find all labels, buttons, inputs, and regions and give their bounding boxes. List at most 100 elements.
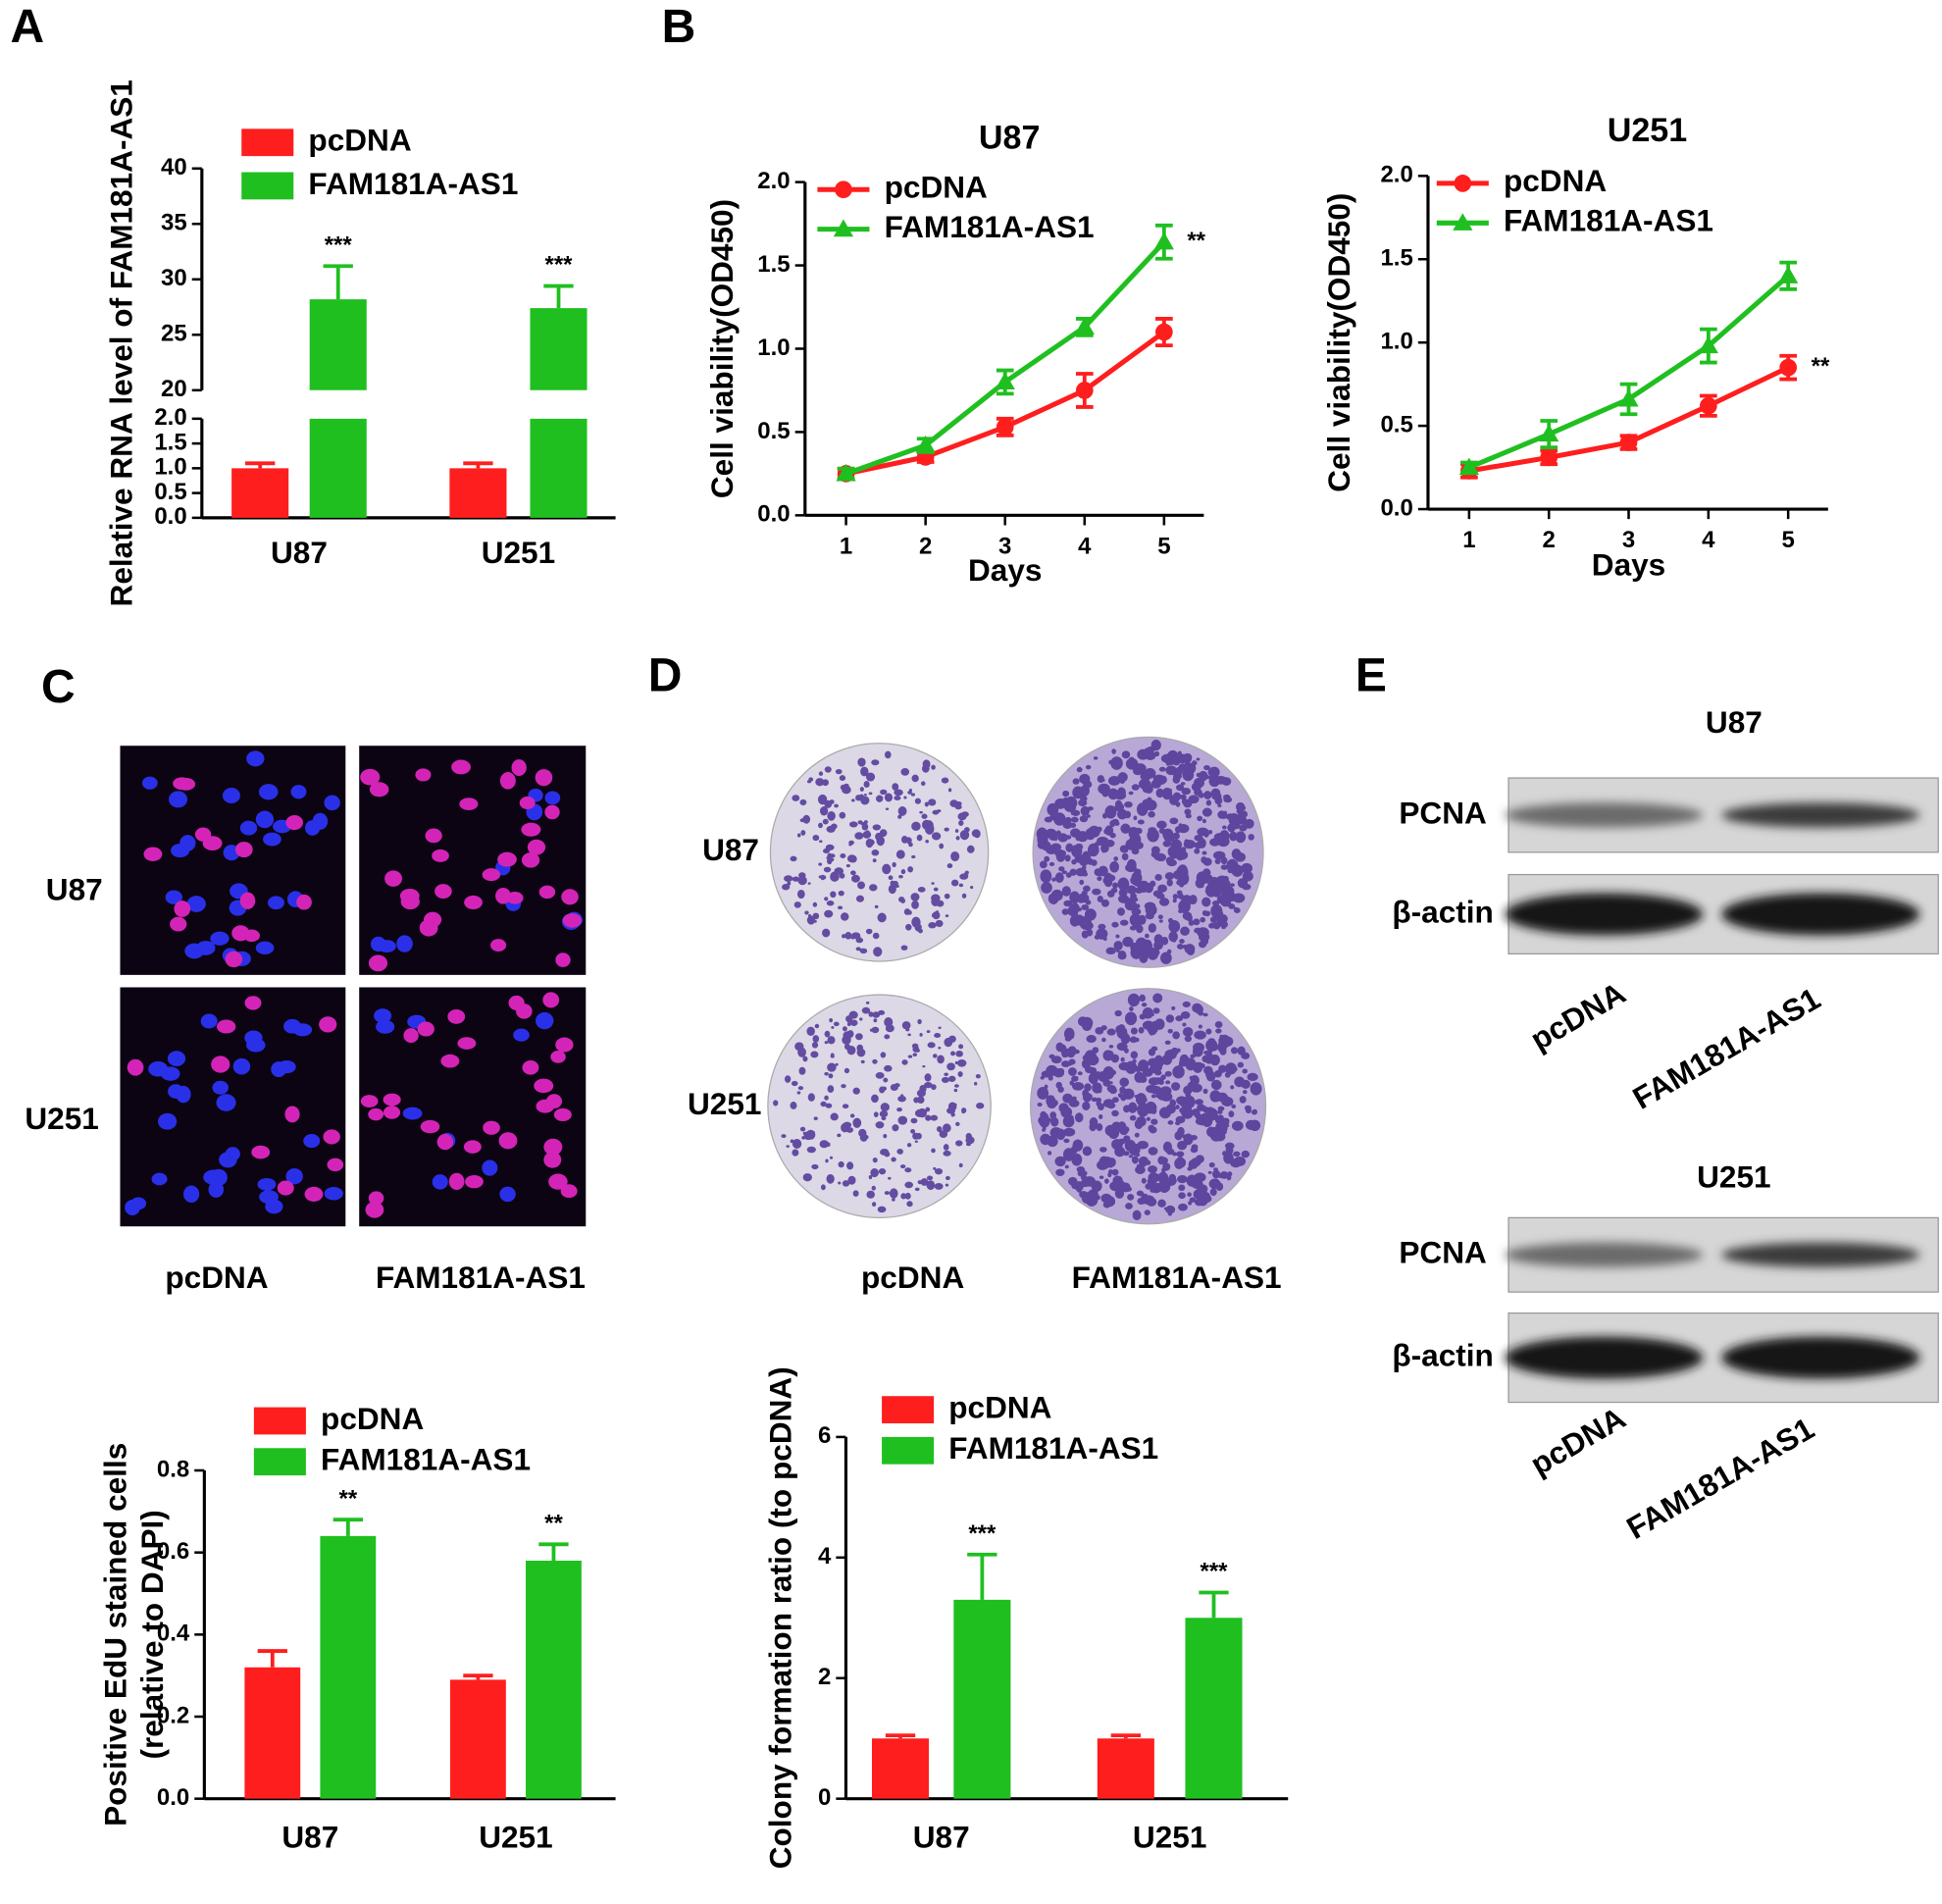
- y-tick-label: 6: [818, 1422, 831, 1449]
- y-tick-label: 1.5: [1380, 245, 1412, 272]
- blot-band: [1721, 1242, 1920, 1267]
- row-label: U251: [25, 1101, 98, 1136]
- legend-marker: [1454, 175, 1472, 192]
- panel-letter: D: [648, 650, 683, 702]
- error-bar: [967, 1552, 997, 1600]
- column-label: pcDNA: [165, 1260, 268, 1295]
- x-tick-label: 1: [1462, 527, 1475, 553]
- marker: [1540, 448, 1559, 467]
- error-bar: [257, 1649, 287, 1668]
- chart-title: U87: [979, 120, 1041, 157]
- row-label: PCNA: [1399, 795, 1486, 830]
- marker: [1155, 323, 1173, 341]
- y-tick-label: 0.4: [157, 1621, 190, 1647]
- y-axis-label: Cell viability(OD450): [704, 199, 740, 498]
- x-tick-label: U251: [479, 1820, 552, 1855]
- x-tick-label: 5: [1157, 534, 1170, 560]
- blot-band: [1721, 1336, 1920, 1379]
- panel-letter: A: [10, 1, 44, 53]
- x-tick-label: 2: [1543, 527, 1556, 553]
- blot-band: [1721, 893, 1920, 936]
- bar: [320, 1535, 377, 1799]
- legend-label: FAM181A-AS1: [948, 1430, 1158, 1466]
- row-label: β-actin: [1392, 1337, 1493, 1372]
- x-tick-label: U87: [281, 1820, 338, 1855]
- blot-band: [1505, 802, 1704, 828]
- row-label: U251: [688, 1086, 761, 1121]
- y-tick-label: 0.5: [757, 418, 790, 444]
- chart-title: U251: [1608, 112, 1687, 149]
- column-label: pcDNA: [1524, 1400, 1631, 1482]
- marker: [1539, 424, 1559, 442]
- legend-label: FAM181A-AS1: [885, 209, 1095, 244]
- annotation: ***: [325, 232, 353, 258]
- y-axis-label: (relative to DAPI): [134, 1510, 170, 1759]
- row-label: U87: [702, 832, 759, 867]
- y-axis-label: Relative RNA level of FAM181A-AS1: [104, 79, 139, 606]
- error-bar: [538, 1542, 569, 1562]
- nuclei-edu: [360, 992, 578, 1218]
- legend-swatch: [253, 1448, 306, 1476]
- line: [845, 330, 1166, 477]
- x-tick-label: U87: [271, 535, 328, 570]
- x-tick-label: U87: [913, 1820, 970, 1855]
- y-tick-label: 0.5: [1380, 411, 1412, 437]
- bar: [309, 299, 367, 518]
- annotation: **: [1812, 353, 1830, 380]
- nuclei-dapi: [374, 1008, 554, 1203]
- column-label: FAM181A-AS1: [376, 1260, 586, 1295]
- legend-swatch: [882, 1436, 935, 1465]
- y-tick-label: 2.0: [154, 404, 186, 431]
- marker: [1074, 317, 1095, 334]
- marker: [1778, 266, 1799, 283]
- marker: [1619, 434, 1638, 451]
- error-bar: [543, 283, 574, 309]
- legend-marker: [835, 180, 852, 199]
- legend-label: FAM181A-AS1: [321, 1442, 531, 1477]
- y-tick-label: 2.0: [1380, 162, 1412, 188]
- legend-label: FAM181A-AS1: [308, 166, 518, 201]
- column-label: pcDNA: [861, 1260, 964, 1295]
- x-tick-label: 4: [1702, 527, 1715, 553]
- error-bar: [245, 461, 276, 469]
- marker: [1458, 457, 1479, 476]
- y-tick-label: 4: [818, 1543, 832, 1570]
- x-tick-label: 5: [1781, 527, 1794, 553]
- annotation: **: [544, 1510, 563, 1536]
- y-axis-label: Cell viability(OD450): [1321, 193, 1356, 492]
- y-tick-label: 25: [161, 321, 187, 347]
- panel-letter: E: [1355, 650, 1387, 702]
- legend-label: pcDNA: [885, 170, 988, 205]
- bar: [526, 1561, 582, 1799]
- y-tick-label: 20: [161, 376, 187, 402]
- y-tick-label: 35: [161, 210, 187, 236]
- blot-band: [1505, 1242, 1704, 1267]
- marker: [1153, 232, 1174, 250]
- legend-label: pcDNA: [308, 123, 411, 158]
- marker: [1700, 396, 1717, 415]
- marker: [915, 435, 936, 453]
- legend-label: pcDNA: [321, 1401, 424, 1436]
- y-tick-label: 0.0: [154, 503, 186, 530]
- blot-band: [1505, 893, 1704, 936]
- row-label: PCNA: [1399, 1235, 1486, 1270]
- panel-letter: B: [662, 1, 696, 53]
- marker: [1618, 388, 1639, 407]
- x-axis-label: Days: [968, 552, 1042, 588]
- marker: [995, 372, 1015, 390]
- marker: [996, 418, 1014, 437]
- y-tick-label: 30: [161, 265, 187, 291]
- y-tick-label: 1.0: [1380, 329, 1412, 355]
- y-tick-label: 40: [161, 154, 187, 180]
- column-label: FAM181A-AS1: [1627, 981, 1826, 1116]
- x-tick-label: U251: [1133, 1820, 1206, 1855]
- colonies: [773, 1001, 985, 1213]
- bar: [1185, 1618, 1243, 1799]
- y-tick-label: 1.5: [757, 251, 790, 278]
- error-bar: [463, 461, 493, 469]
- error-bar: [323, 264, 353, 300]
- error-bar: [885, 1733, 916, 1739]
- legend-swatch: [253, 1407, 306, 1435]
